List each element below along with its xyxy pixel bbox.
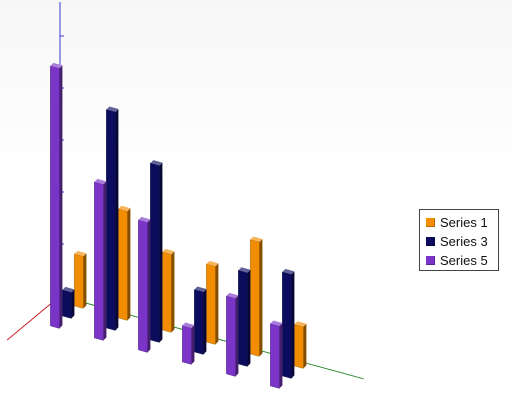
legend-label-series-3: Series 3 [440, 234, 488, 249]
bar-front-face [294, 323, 304, 369]
bar-side-face [303, 323, 307, 369]
bar-side-face [71, 289, 75, 319]
bar-top-face [150, 160, 163, 166]
bar [194, 286, 207, 355]
bar [226, 292, 239, 377]
chart-legend: Series 1 Series 3 Series 5 [419, 209, 499, 271]
bar-front-face [138, 219, 148, 353]
bar-side-face [291, 271, 295, 379]
bar-top-face [106, 106, 119, 112]
bar [282, 268, 295, 379]
bar-top-face [118, 205, 131, 212]
bar-top-face [162, 248, 175, 255]
bar-top-face [74, 250, 87, 257]
bar-side-face [147, 219, 151, 353]
bar [118, 205, 131, 321]
bar [74, 250, 87, 309]
bar-top-face [94, 178, 107, 185]
bar-front-face [182, 325, 192, 365]
bar-top-face [50, 62, 63, 69]
bar-front-face [270, 323, 280, 389]
bar-top-face [62, 286, 75, 293]
bar-side-face [203, 289, 207, 355]
bar [94, 178, 107, 341]
bar-side-face [247, 269, 251, 367]
bar-top-face [206, 260, 219, 267]
bar-front-face [194, 289, 204, 355]
bar-side-face [115, 109, 119, 331]
bar-top-face [250, 236, 263, 242]
bar-front-face [50, 65, 60, 329]
bar-top-face [270, 320, 283, 326]
bar-front-face [162, 251, 172, 333]
bar-side-face [159, 162, 163, 343]
legend-label-series-5: Series 5 [440, 253, 488, 268]
bar-front-face [282, 271, 292, 379]
bar-top-face [226, 292, 239, 299]
bar [150, 160, 163, 343]
legend-swatch-series-5 [426, 256, 435, 265]
bar-side-face [127, 208, 131, 321]
bar-front-face [250, 239, 260, 357]
bar [270, 320, 283, 389]
bar-side-face [171, 251, 175, 333]
bar-side-face [215, 263, 219, 345]
bar-side-face [279, 323, 283, 389]
legend-item-series-3: Series 3 [426, 232, 498, 251]
bar-front-face [150, 162, 160, 343]
bar [50, 62, 63, 329]
legend-swatch-series-1 [426, 218, 435, 227]
bar-front-face [62, 289, 72, 319]
bar [238, 267, 251, 367]
bar-side-face [191, 325, 195, 365]
bar-side-face [59, 65, 63, 329]
bar-top-face [138, 216, 151, 223]
bar-top-face [182, 322, 195, 328]
bar [106, 106, 119, 331]
bar [250, 236, 263, 357]
bar [62, 286, 75, 319]
bar [206, 260, 219, 345]
bar-top-face [282, 268, 295, 275]
bar-top-face [238, 267, 251, 273]
bar-side-face [83, 253, 87, 309]
bar-top-face [294, 321, 307, 327]
bar-front-face [94, 181, 104, 341]
bar-side-face [259, 239, 263, 357]
bar-front-face [206, 263, 216, 345]
bar-side-face [103, 181, 107, 341]
bar-front-face [238, 269, 248, 367]
legend-label-series-1: Series 1 [440, 215, 488, 230]
legend-swatch-series-3 [426, 237, 435, 246]
bar [294, 321, 307, 369]
legend-item-series-1: Series 1 [426, 213, 498, 232]
bar-front-face [226, 295, 236, 377]
bar [162, 248, 175, 333]
bar-top-face [194, 286, 207, 292]
bar-front-face [74, 253, 84, 309]
bar-side-face [235, 295, 239, 377]
legend-item-series-5: Series 5 [426, 251, 498, 270]
bar [138, 216, 151, 353]
bar [182, 322, 195, 365]
bar-front-face [118, 208, 128, 321]
bar-front-face [106, 109, 116, 331]
